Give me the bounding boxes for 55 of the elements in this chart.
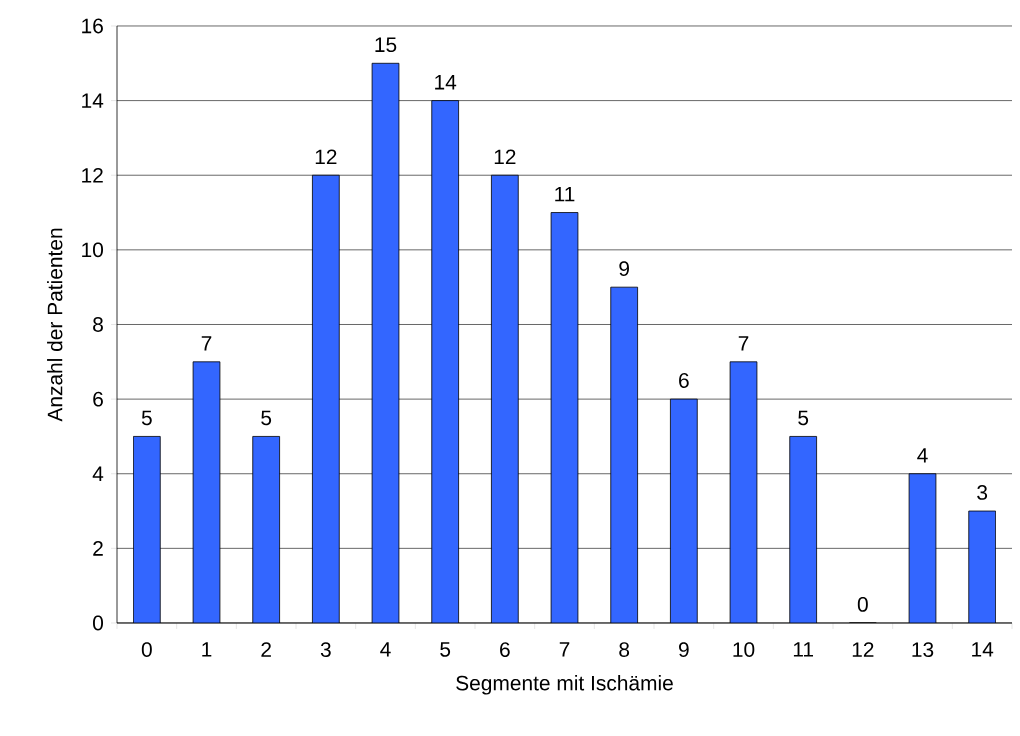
y-tick-label: 4 bbox=[92, 466, 104, 481]
x-tick-label: 13 bbox=[912, 642, 934, 657]
bar bbox=[551, 212, 578, 623]
bar bbox=[491, 175, 519, 623]
x-tick-label: 5 bbox=[440, 642, 451, 657]
bar bbox=[312, 175, 340, 623]
bar bbox=[730, 361, 757, 623]
x-tick-label: 2 bbox=[261, 642, 271, 657]
x-tick-label: 4 bbox=[380, 642, 391, 657]
x-tick-label: 14 bbox=[972, 642, 994, 657]
x-tick-label: 3 bbox=[320, 642, 331, 657]
bar bbox=[252, 436, 280, 623]
x-tick-label: 11 bbox=[793, 642, 814, 657]
y-tick-label: 2 bbox=[93, 541, 103, 556]
x-axis-title: Segmente mit Ischämie bbox=[456, 675, 673, 695]
y-tick-label: 12 bbox=[82, 167, 103, 183]
bar bbox=[431, 100, 459, 623]
y-tick-label: 14 bbox=[82, 93, 104, 108]
data-label: 14 bbox=[435, 75, 457, 90]
y-axis-title: Anzahl der Patienten bbox=[47, 228, 63, 422]
bar bbox=[670, 399, 698, 623]
data-label: 9 bbox=[619, 261, 629, 276]
y-tick-label: 0 bbox=[93, 615, 104, 631]
data-label: 0 bbox=[857, 597, 868, 612]
x-tick-label: 10 bbox=[733, 642, 755, 657]
x-tick-label: 9 bbox=[679, 642, 689, 657]
data-label: 5 bbox=[798, 410, 809, 426]
bar bbox=[909, 473, 936, 623]
x-tick-label: 7 bbox=[559, 642, 570, 657]
data-label: 7 bbox=[738, 336, 749, 351]
x-tick-label: 8 bbox=[619, 642, 630, 657]
data-label: 6 bbox=[679, 373, 689, 388]
bar bbox=[372, 63, 399, 623]
x-tick-label: 0 bbox=[141, 642, 152, 657]
data-label: 11 bbox=[555, 186, 575, 202]
x-tick-label: 6 bbox=[500, 642, 510, 657]
bar bbox=[193, 361, 220, 623]
bar bbox=[968, 510, 996, 623]
y-tick-label: 16 bbox=[82, 18, 103, 34]
x-tick-label: 1 bbox=[202, 642, 212, 657]
data-label: 4 bbox=[917, 448, 928, 463]
y-tick-label: 10 bbox=[82, 242, 104, 258]
y-tick-label: 6 bbox=[93, 391, 103, 407]
data-label: 12 bbox=[315, 149, 337, 165]
data-label: 5 bbox=[141, 410, 152, 426]
bar bbox=[610, 287, 638, 623]
bar bbox=[789, 436, 817, 623]
data-label: 15 bbox=[375, 37, 397, 53]
bar bbox=[133, 436, 161, 623]
data-label: 5 bbox=[261, 410, 272, 426]
x-tick-label: 12 bbox=[852, 642, 874, 657]
data-label: 7 bbox=[201, 336, 212, 351]
y-tick-label: 8 bbox=[93, 317, 103, 332]
data-label: 3 bbox=[977, 485, 988, 500]
data-label: 12 bbox=[494, 149, 516, 165]
